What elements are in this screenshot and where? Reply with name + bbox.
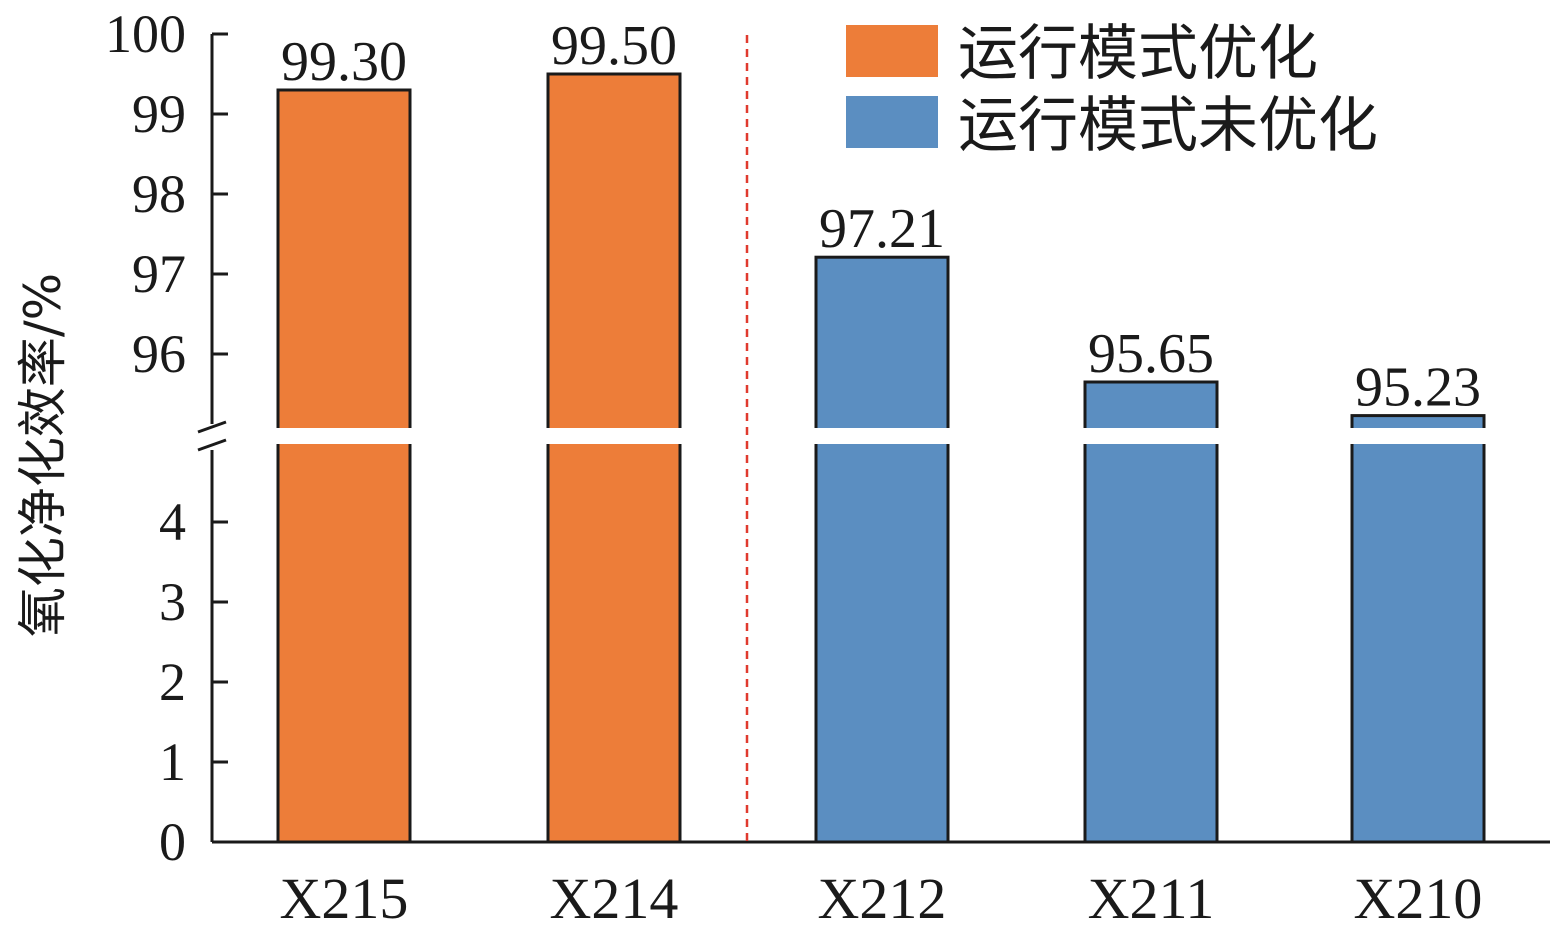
category-label-X214: X214 <box>550 866 679 931</box>
legend-label-unoptimized: 运行模式未优化 <box>958 91 1378 161</box>
y-tick-label-98: 98 <box>132 164 186 224</box>
category-label-X215: X215 <box>280 866 409 931</box>
y-tick-label-96: 96 <box>132 324 186 384</box>
legend-swatch-optimized <box>846 25 938 77</box>
axis-break-gap-X210 <box>1350 428 1486 444</box>
axis-break-gap-X214 <box>546 428 682 444</box>
bar-X211 <box>1083 380 1219 844</box>
bars-layer <box>276 72 1486 844</box>
y-tick-label-99: 99 <box>132 84 186 144</box>
y-tick-label-1: 1 <box>159 732 186 792</box>
y-tick-label-100: 100 <box>105 4 186 64</box>
y-tick-label-97: 97 <box>132 244 186 304</box>
bar-X214 <box>546 72 682 844</box>
value-labels: 99.30 99.50 97.21 95.65 95.23 <box>281 15 1481 419</box>
y-tick-label-4: 4 <box>159 492 186 552</box>
y-axis-label: 氧化净化效率/% <box>14 273 72 637</box>
y-tick-label-2: 2 <box>159 652 186 712</box>
axis-break-gap-X211 <box>1083 428 1219 444</box>
value-label-X211: 95.65 <box>1088 323 1214 385</box>
y-axis: 0 1 2 3 4 96 97 98 99 100 <box>105 4 1550 872</box>
category-label-X212: X212 <box>818 866 947 931</box>
category-labels: X215 X214 X212 X211 X210 <box>280 866 1483 931</box>
legend-label-optimized: 运行模式优化 <box>958 19 1318 89</box>
value-label-X214: 99.50 <box>551 15 677 77</box>
axis-break-gap-X215 <box>276 428 412 444</box>
value-label-X212: 97.21 <box>819 198 945 260</box>
category-label-X211: X211 <box>1088 866 1215 931</box>
category-label-X210: X210 <box>1354 866 1483 931</box>
axis-break-gap-X212 <box>814 428 950 444</box>
y-tick-label-3: 3 <box>159 572 186 632</box>
axis-break-mark-lower <box>197 438 227 452</box>
legend: 运行模式优化 运行模式未优化 <box>846 19 1378 161</box>
y-tick-label-0: 0 <box>159 812 186 872</box>
value-label-X210: 95.23 <box>1355 357 1481 419</box>
value-label-X215: 99.30 <box>281 31 407 93</box>
axis-break-mark-upper <box>197 420 227 434</box>
bar-X212 <box>814 255 950 844</box>
legend-swatch-unoptimized <box>846 96 938 148</box>
bar-X210 <box>1350 414 1486 844</box>
bar-X215 <box>276 88 412 844</box>
